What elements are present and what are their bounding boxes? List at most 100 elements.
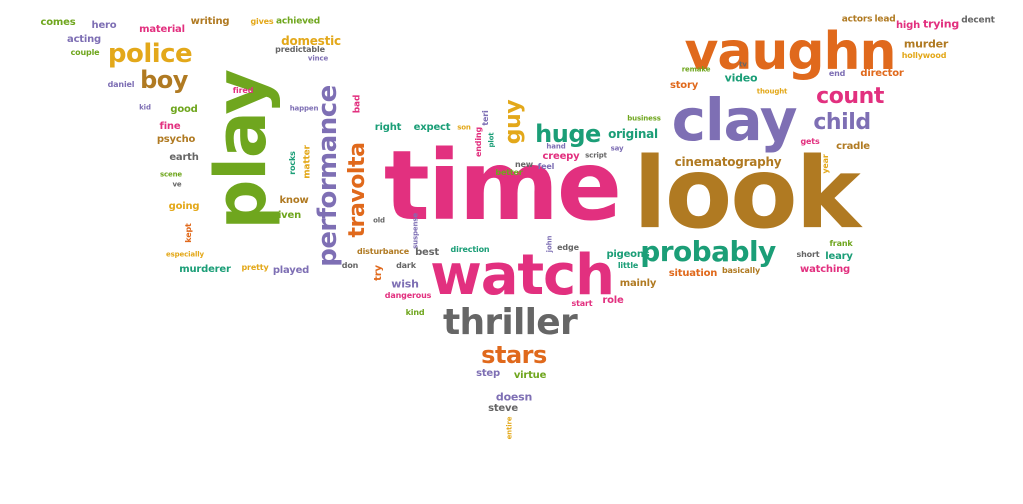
word: happen — [289, 104, 319, 113]
word: kept — [184, 223, 193, 243]
word: start — [571, 299, 593, 308]
word: right — [374, 122, 402, 133]
word: little — [617, 261, 639, 270]
word: cinematography — [674, 155, 782, 169]
word: feel — [537, 162, 555, 171]
word: doesn — [495, 390, 533, 404]
word: psycho — [156, 134, 196, 145]
word: vaughn — [684, 22, 896, 82]
word: dangerous — [384, 291, 432, 300]
word: best — [415, 247, 439, 258]
word: thriller — [442, 302, 578, 343]
word: actors — [841, 14, 873, 25]
word: edge — [557, 243, 579, 252]
word: john — [545, 235, 554, 253]
word: cradle — [836, 141, 870, 152]
word: watching — [800, 264, 850, 275]
word: ending — [474, 126, 483, 158]
word: leary — [825, 251, 853, 262]
word: matter — [302, 145, 313, 179]
word: old — [373, 216, 385, 225]
word: original — [608, 127, 658, 141]
word: achieved — [276, 16, 320, 27]
word: gets — [800, 137, 820, 146]
word: lead — [874, 14, 896, 25]
word: guy — [501, 99, 526, 145]
word: clay — [671, 86, 798, 154]
word: tv — [739, 60, 747, 69]
word: travolta — [345, 142, 370, 238]
word: son — [457, 123, 471, 132]
word: direction — [450, 245, 490, 254]
word: rocks — [288, 151, 297, 175]
word: end — [828, 69, 846, 78]
word: don — [341, 261, 359, 270]
word: hand — [546, 142, 566, 151]
word: know — [279, 195, 309, 206]
word: hollywood — [901, 51, 947, 60]
word: situation — [668, 268, 718, 279]
word: role — [602, 295, 624, 306]
word: disturbance — [357, 247, 409, 256]
word: murder — [903, 37, 949, 51]
word: mainly — [619, 278, 657, 289]
word: business — [627, 114, 661, 123]
word: good — [170, 104, 198, 115]
word: domestic — [281, 34, 341, 48]
word: dark — [396, 261, 416, 270]
word: teri — [481, 110, 490, 126]
word: time — [383, 130, 622, 242]
word: predictable — [275, 45, 325, 54]
word: huge — [535, 120, 601, 148]
word: pigeons — [606, 249, 650, 260]
word: scene — [159, 170, 183, 179]
word: murderer — [179, 264, 231, 275]
word: video — [724, 71, 758, 85]
word: look — [633, 137, 861, 251]
word: creepy — [542, 151, 580, 162]
word: especially — [166, 250, 204, 259]
word: basically — [721, 266, 761, 275]
word: pretty — [241, 263, 269, 272]
word: stars — [481, 341, 547, 369]
word: frank — [829, 239, 853, 248]
word: kind — [405, 308, 425, 317]
word: count — [816, 84, 884, 109]
word: step — [476, 368, 500, 379]
word: probably — [640, 235, 776, 268]
word: couple — [70, 48, 100, 57]
word: comes — [40, 17, 76, 28]
word: material — [139, 24, 185, 35]
word: better — [495, 168, 523, 177]
word: director — [860, 68, 904, 79]
word: kid — [139, 103, 151, 112]
word: script — [585, 151, 607, 160]
word: played — [272, 265, 310, 276]
word: writing — [190, 16, 230, 27]
word: new — [514, 160, 534, 169]
word: suspense — [411, 213, 420, 249]
word: virtue — [513, 370, 547, 381]
word: vince — [307, 54, 329, 63]
word: hero — [91, 20, 117, 31]
word: bad — [352, 94, 363, 114]
word: going — [168, 201, 200, 212]
word: given — [270, 210, 302, 221]
word: entire — [505, 416, 514, 440]
word: remake — [681, 65, 711, 74]
word: earth — [169, 152, 199, 163]
word: decent — [961, 15, 995, 26]
word: wish — [391, 277, 419, 291]
word: watch — [430, 243, 615, 308]
word: steve — [488, 403, 518, 414]
word: trying — [922, 17, 960, 31]
word: expect — [413, 122, 451, 133]
word: child — [813, 110, 871, 135]
word: short — [796, 250, 820, 259]
word: police — [107, 39, 193, 69]
word: acting — [67, 34, 101, 45]
word: thought — [756, 87, 788, 96]
word: ve — [172, 180, 182, 189]
word: say — [610, 144, 624, 153]
